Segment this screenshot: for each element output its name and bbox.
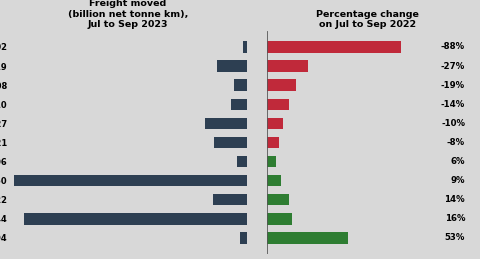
Text: -8%: -8% [447, 138, 465, 147]
Title: Freight moved
(billion net tonne km),
Jul to Sep 2023: Freight moved (billion net tonne km), Ju… [68, 0, 188, 29]
Bar [214, 137, 247, 148]
Text: -19%: -19% [441, 81, 465, 90]
Text: 16%: 16% [444, 214, 465, 223]
Bar [243, 41, 247, 53]
Text: -10%: -10% [441, 119, 465, 128]
Bar [267, 156, 276, 167]
Bar [234, 80, 247, 91]
Text: 9%: 9% [451, 176, 465, 185]
Bar [205, 118, 247, 129]
Bar [267, 137, 279, 148]
Bar [217, 60, 247, 72]
Bar [267, 232, 348, 244]
Bar [267, 60, 308, 72]
Bar [267, 41, 401, 53]
Text: -14%: -14% [441, 100, 465, 109]
Title: Percentage change
on Jul to Sep 2022: Percentage change on Jul to Sep 2022 [316, 10, 419, 29]
Bar [267, 80, 296, 91]
Bar [267, 98, 288, 110]
Bar [213, 194, 247, 205]
Bar [267, 175, 281, 186]
Bar [240, 232, 247, 244]
Bar [267, 194, 288, 205]
Bar [267, 118, 283, 129]
Text: 53%: 53% [444, 233, 465, 242]
Bar [237, 156, 247, 167]
Text: 14%: 14% [444, 195, 465, 204]
Text: 6%: 6% [451, 157, 465, 166]
Bar [24, 213, 247, 225]
Bar [14, 175, 247, 186]
Text: -27%: -27% [441, 62, 465, 70]
Text: -88%: -88% [441, 42, 465, 52]
Bar [231, 98, 247, 110]
Bar [267, 213, 292, 225]
